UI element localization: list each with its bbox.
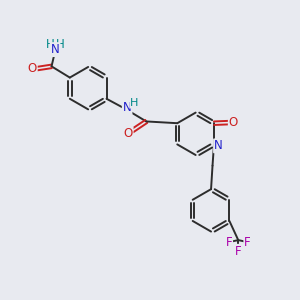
Text: H: H bbox=[130, 98, 139, 108]
Text: H: H bbox=[45, 38, 54, 51]
Text: N: N bbox=[123, 101, 131, 114]
Text: O: O bbox=[28, 62, 37, 75]
Text: H: H bbox=[56, 38, 65, 51]
Text: F: F bbox=[226, 236, 232, 249]
Text: O: O bbox=[229, 116, 238, 129]
Text: F: F bbox=[244, 236, 251, 249]
Text: F: F bbox=[235, 245, 242, 258]
Text: O: O bbox=[123, 127, 133, 140]
Text: N: N bbox=[214, 140, 223, 152]
Text: N: N bbox=[51, 43, 59, 56]
